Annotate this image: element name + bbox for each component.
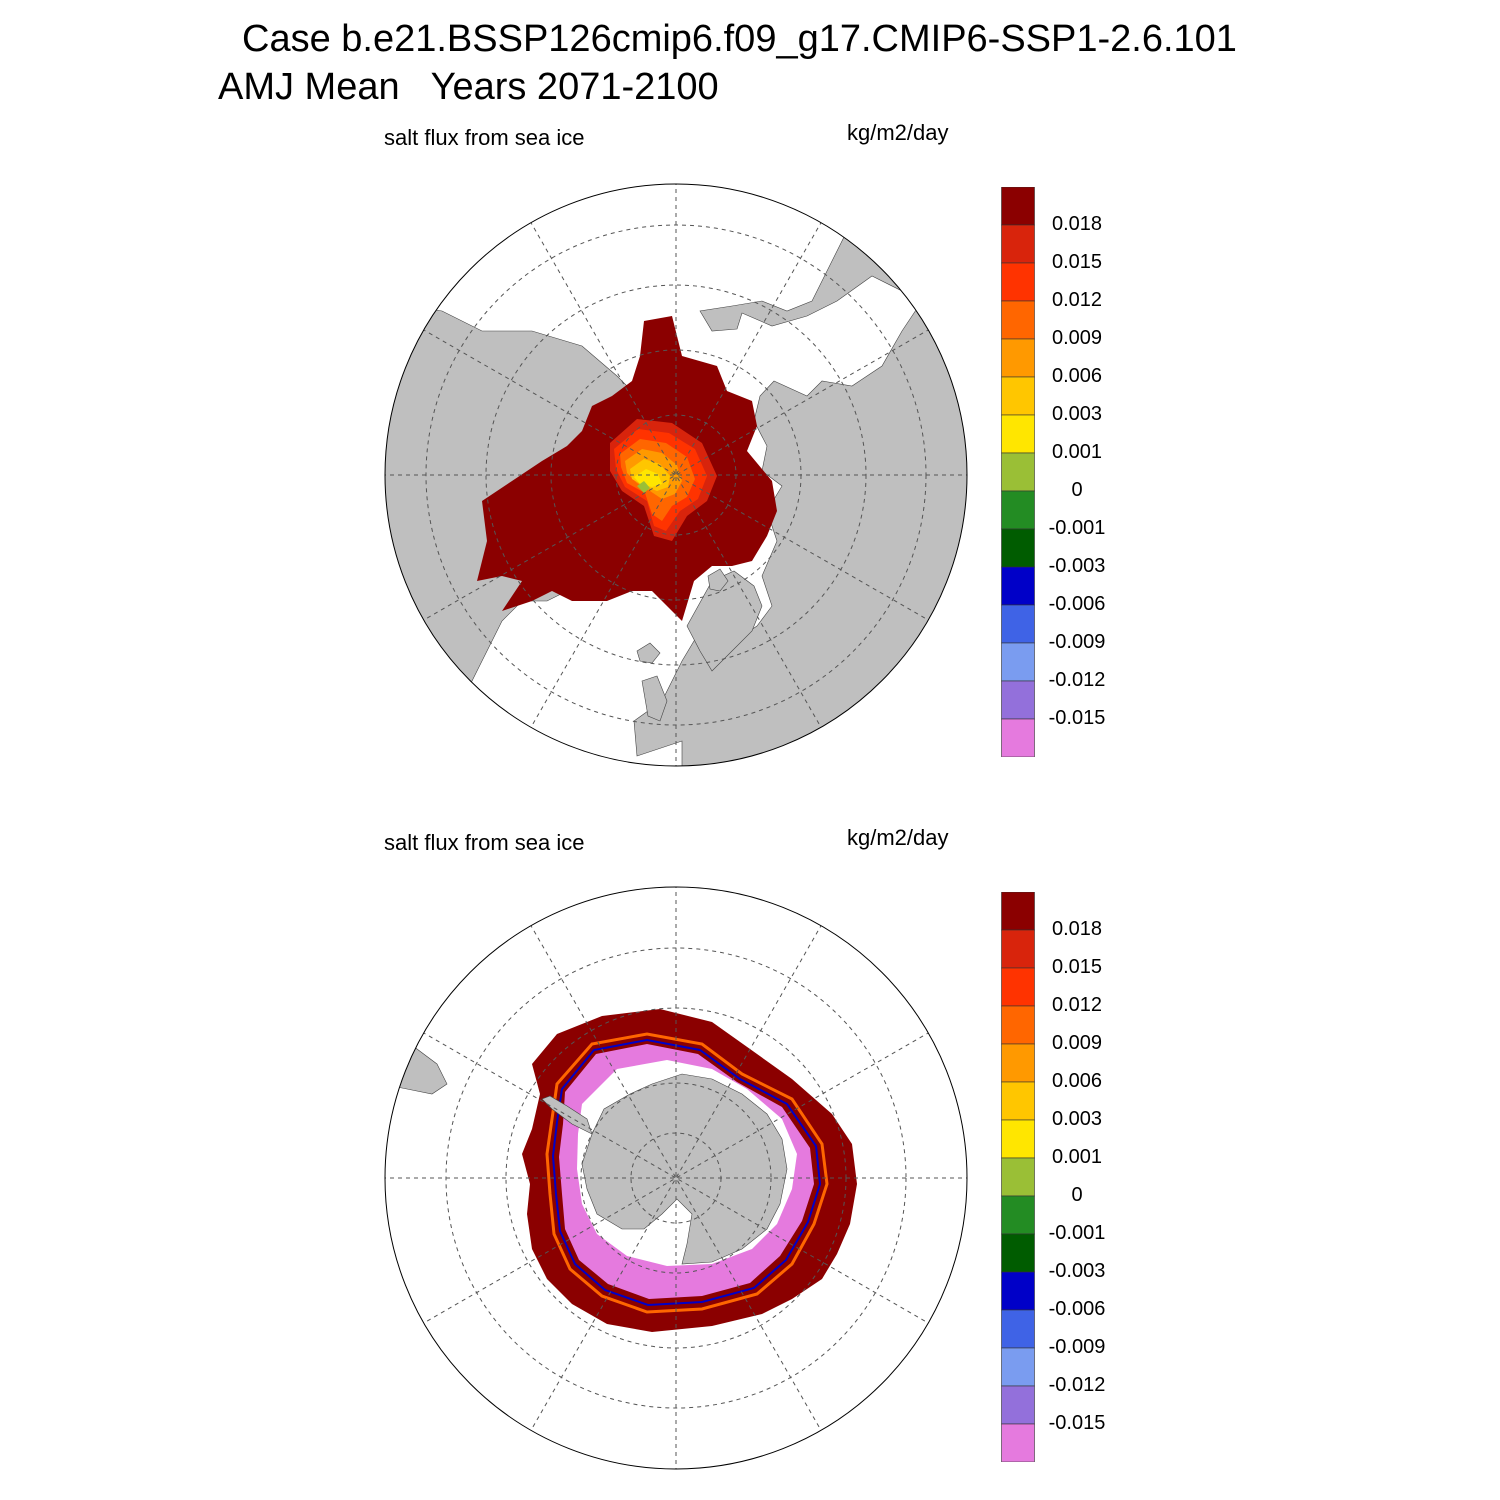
south-colorbar-swatch — [1001, 1423, 1035, 1462]
north-colorbar-swatch — [1001, 300, 1035, 340]
south-colorbar-swatch — [1001, 1081, 1035, 1121]
south-colorbar-tick-label: -0.003 — [1048, 1260, 1106, 1282]
north-colorbar-tick-label: 0.009 — [1051, 327, 1103, 349]
plot-title-case: Case b.e21.BSSP126cmip6.f09_g17.CMIP6-SS… — [242, 18, 1237, 60]
north-colorbar-tick-label: 0.018 — [1051, 213, 1103, 235]
south-colorbar-swatch — [1001, 1195, 1035, 1235]
north-colorbar-swatch — [1001, 338, 1035, 378]
south-colorbar-swatch — [1001, 1309, 1035, 1349]
south-colorbar-tick-label: 0 — [1071, 1184, 1083, 1206]
south-colorbar-tick-label: -0.009 — [1048, 1336, 1106, 1358]
north-colorbar-tick-label: 0.012 — [1051, 289, 1103, 311]
south-panel-units: kg/m2/day — [847, 825, 949, 850]
north-colorbar-swatch — [1001, 680, 1035, 720]
south-flux-neg-rim — [551, 1038, 822, 1307]
north-colorbar-swatch — [1001, 376, 1035, 416]
south-polar-map — [384, 886, 968, 1470]
north-colorbar-tick-label: 0.006 — [1051, 365, 1103, 387]
north-colorbar-swatch — [1001, 604, 1035, 644]
south-panel-title: salt flux from sea ice — [384, 830, 585, 855]
south-land-peninsula — [541, 1095, 593, 1135]
south-land-antarctica — [581, 1073, 788, 1265]
north-colorbar-swatch — [1001, 224, 1035, 264]
north-colorbar-swatch — [1001, 414, 1035, 454]
north-colorbar-tick-label: 0 — [1071, 479, 1083, 501]
south-flux-rim — [545, 1032, 829, 1314]
south-colorbar-tick-label: 0.012 — [1051, 994, 1103, 1016]
north-colorbar-tick-label: -0.009 — [1048, 631, 1106, 653]
south-colorbar-swatch — [1001, 1157, 1035, 1197]
north-flux-0.001 — [634, 469, 662, 487]
south-colorbar-swatch — [1001, 892, 1035, 931]
south-colorbar-tick-label: 0.009 — [1051, 1032, 1103, 1054]
south-colorbar-swatch — [1001, 1043, 1035, 1083]
north-colorbar-swatch — [1001, 262, 1035, 302]
north-colorbar — [1001, 187, 1035, 757]
south-colorbar-swatch — [1001, 967, 1035, 1007]
south-colorbar-tick-label: -0.006 — [1048, 1298, 1106, 1320]
south-colorbar-swatch — [1001, 1385, 1035, 1425]
north-colorbar-tick-label: 0.003 — [1051, 403, 1103, 425]
north-colorbar-tick-label: -0.006 — [1048, 593, 1106, 615]
north-colorbar-swatch — [1001, 528, 1035, 568]
south-colorbar-tick-label: 0.001 — [1051, 1146, 1103, 1168]
north-colorbar-tick-label: -0.001 — [1048, 517, 1106, 539]
south-colorbar-tick-label: -0.001 — [1048, 1222, 1106, 1244]
south-colorbar-tick-label: 0.006 — [1051, 1070, 1103, 1092]
south-colorbar-swatch — [1001, 1119, 1035, 1159]
north-flux-0 — [637, 481, 650, 493]
plot-title-period: AMJ Mean Years 2071-2100 — [218, 66, 719, 108]
south-colorbar-tick-label: 0.015 — [1051, 956, 1103, 978]
south-colorbar-tick-label: -0.015 — [1048, 1412, 1106, 1434]
north-colorbar-swatch — [1001, 718, 1035, 757]
north-colorbar-swatch — [1001, 642, 1035, 682]
north-colorbar-swatch — [1001, 452, 1035, 492]
north-graticule — [385, 184, 967, 766]
south-colorbar-swatch — [1001, 929, 1035, 969]
south-colorbar-swatch — [1001, 1347, 1035, 1387]
north-colorbar-swatch — [1001, 187, 1035, 226]
south-colorbar-swatch — [1001, 1233, 1035, 1273]
south-colorbar-tick-label: -0.012 — [1048, 1374, 1106, 1396]
south-colorbar-swatch — [1001, 1005, 1035, 1045]
south-colorbar-tick-label: 0.003 — [1051, 1108, 1103, 1130]
north-colorbar-tick-label: -0.015 — [1048, 707, 1106, 729]
north-colorbar-tick-label: -0.012 — [1048, 669, 1106, 691]
north-polar-map — [384, 183, 968, 767]
south-graticule — [385, 887, 967, 1469]
north-colorbar-tick-label: 0.015 — [1051, 251, 1103, 273]
south-colorbar — [1001, 892, 1035, 1462]
south-colorbar-tick-label: 0.018 — [1051, 918, 1103, 940]
north-colorbar-tick-label: -0.003 — [1048, 555, 1106, 577]
north-colorbar-swatch — [1001, 566, 1035, 606]
north-panel-units: kg/m2/day — [847, 120, 949, 145]
south-colorbar-swatch — [1001, 1271, 1035, 1311]
north-colorbar-swatch — [1001, 490, 1035, 530]
north-panel-title: salt flux from sea ice — [384, 125, 585, 150]
north-colorbar-tick-label: 0.001 — [1051, 441, 1103, 463]
